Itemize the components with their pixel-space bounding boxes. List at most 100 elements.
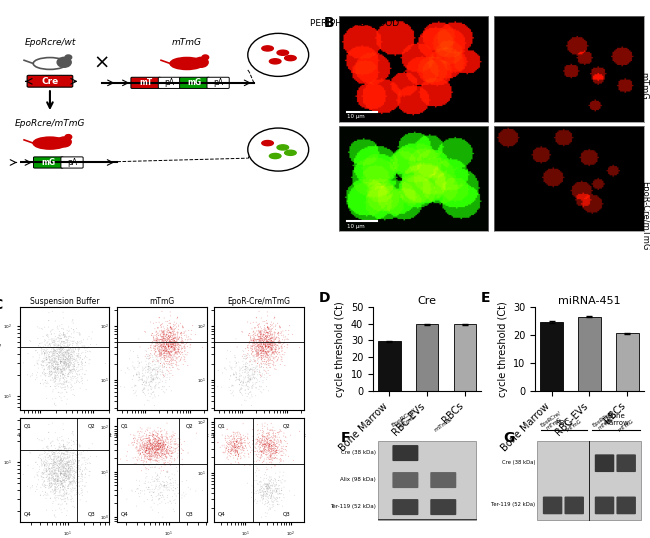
Point: [58, 380, 69, 389]
Point: [154, 473, 164, 482]
Point: [51, 349, 62, 358]
Point: [56, 334, 66, 343]
Point: [52, 350, 62, 358]
Point: [258, 449, 268, 457]
Point: [260, 468, 270, 477]
Point: [66, 366, 76, 375]
Point: [229, 439, 240, 448]
Point: [257, 432, 268, 441]
Point: [57, 465, 67, 474]
Point: [61, 345, 72, 354]
Point: [153, 429, 163, 438]
Point: [270, 474, 280, 483]
Point: [164, 358, 175, 366]
Point: [176, 355, 186, 363]
Point: [47, 485, 57, 493]
Point: [244, 337, 255, 346]
Point: [274, 482, 285, 490]
Point: [151, 456, 161, 465]
Point: [279, 477, 289, 485]
Point: [50, 372, 60, 380]
Point: [42, 338, 53, 347]
Point: [140, 448, 151, 456]
Point: [64, 475, 74, 483]
Point: [157, 441, 167, 450]
Point: [62, 489, 72, 497]
Point: [158, 443, 168, 451]
Point: [170, 490, 180, 498]
Point: [273, 438, 283, 447]
Point: [263, 335, 274, 344]
Point: [264, 341, 274, 349]
Point: [261, 328, 271, 337]
Point: [147, 384, 157, 392]
Point: [60, 460, 71, 469]
Point: [231, 445, 241, 454]
Point: [40, 370, 51, 378]
Point: [125, 346, 136, 355]
Point: [268, 502, 279, 511]
Point: [62, 336, 73, 345]
Point: [57, 477, 68, 485]
Point: [229, 447, 240, 455]
Point: [62, 459, 73, 468]
Point: [155, 436, 166, 444]
Point: [148, 365, 159, 374]
Point: [263, 498, 273, 507]
Point: [231, 373, 242, 382]
Point: [172, 313, 183, 321]
FancyBboxPatch shape: [131, 77, 161, 88]
Point: [57, 353, 68, 362]
Point: [49, 476, 60, 484]
Point: [65, 466, 75, 475]
Point: [53, 364, 63, 372]
Point: [64, 370, 74, 379]
Point: [251, 318, 261, 327]
Point: [157, 447, 168, 455]
Point: [162, 447, 173, 455]
Point: [270, 341, 281, 349]
Point: [55, 460, 65, 469]
Point: [76, 372, 86, 381]
Point: [250, 380, 261, 388]
Point: [44, 352, 55, 361]
Point: [40, 449, 50, 458]
Point: [268, 348, 278, 357]
Point: [271, 448, 281, 457]
Point: [155, 344, 165, 353]
Point: [176, 333, 187, 342]
Point: [150, 469, 161, 477]
Point: [61, 333, 72, 342]
Point: [63, 454, 73, 463]
Point: [161, 317, 171, 326]
Point: [266, 441, 277, 450]
Point: [280, 338, 290, 347]
Point: [62, 466, 73, 475]
Point: [153, 363, 163, 372]
Point: [69, 465, 79, 474]
Point: [154, 318, 164, 327]
Point: [257, 342, 268, 351]
Point: [259, 489, 269, 497]
Point: [251, 362, 261, 370]
Point: [78, 348, 88, 357]
Point: [155, 347, 165, 356]
Point: [263, 341, 274, 349]
Point: [161, 336, 171, 345]
Point: [261, 350, 272, 358]
Point: [62, 458, 73, 467]
Point: [162, 371, 172, 379]
Point: [53, 366, 64, 374]
Point: [222, 442, 232, 450]
Point: [235, 436, 246, 444]
Point: [254, 445, 265, 454]
Point: [48, 347, 58, 356]
Point: [270, 449, 281, 457]
Point: [162, 429, 172, 438]
Point: [63, 345, 73, 354]
Point: [259, 443, 270, 452]
Point: [68, 364, 79, 372]
Point: [136, 358, 147, 366]
Point: [159, 344, 170, 352]
Point: [168, 320, 179, 329]
